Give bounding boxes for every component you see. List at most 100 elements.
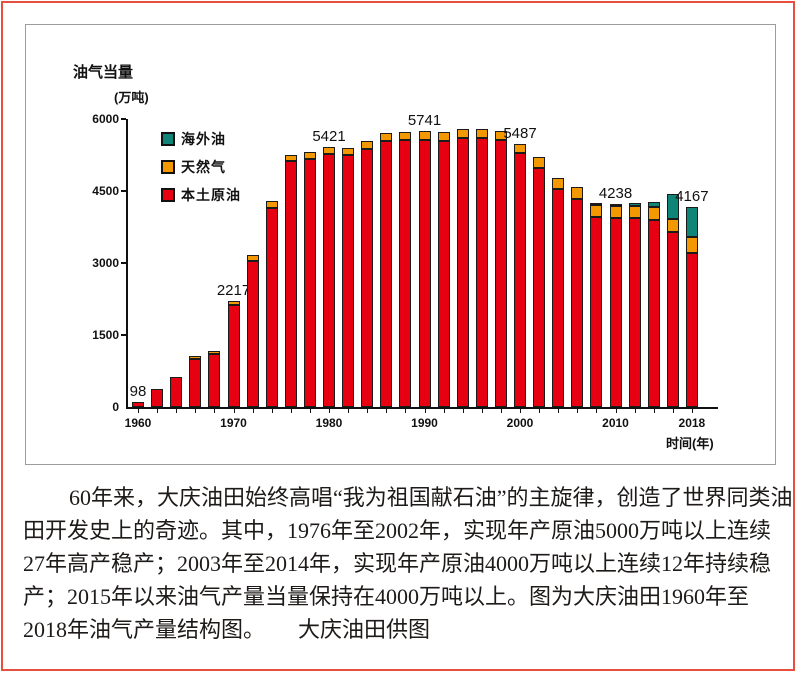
bar-segment-本土原油 xyxy=(342,155,355,407)
x-tick-mark xyxy=(348,408,350,413)
x-tick-mark xyxy=(634,408,636,413)
bar-segment-本土原油 xyxy=(170,376,183,407)
x-tick-mark xyxy=(462,408,464,413)
bar-segment-天然气 xyxy=(514,143,526,154)
bar-value-label: 5421 xyxy=(312,127,346,145)
bar-segment-天然气 xyxy=(418,131,431,141)
bar-segment-天然气 xyxy=(685,236,698,254)
bar-segment-本土原油 xyxy=(609,217,622,407)
bar-segment-天然气 xyxy=(323,146,335,155)
x-tick-mark xyxy=(615,408,617,413)
bar-value-label: 4167 xyxy=(675,187,709,205)
bar-segment-本土原油 xyxy=(323,154,335,407)
y-tick-mark xyxy=(121,118,126,120)
bar-segment-海外油 xyxy=(590,203,603,206)
bar-segment-本土原油 xyxy=(628,218,641,407)
x-tick-mark xyxy=(539,408,541,413)
x-tick-label: 2000 xyxy=(506,416,534,430)
x-tick-mark xyxy=(367,408,369,413)
x-tick-mark xyxy=(329,408,330,413)
x-tick-mark xyxy=(138,408,139,413)
bar-segment-本土原油 xyxy=(647,219,660,407)
bar-segment-本土原油 xyxy=(303,159,316,407)
bar-segment-本土原油 xyxy=(418,140,431,407)
bar-segment-天然气 xyxy=(628,206,641,219)
bar-segment-本土原油 xyxy=(666,231,679,407)
caption-paragraph: 60年来，大庆油田始终高唱“我为祖国献石油”的主旋律，创造了世界同类油田开发史上… xyxy=(23,481,793,646)
bar-segment-天然气 xyxy=(590,205,603,217)
legend-item-natural-gas: 天然气 xyxy=(161,153,241,181)
x-tick-label: 1960 xyxy=(124,416,152,430)
x-tick-mark xyxy=(520,408,521,413)
chart-unit-label: (万吨) xyxy=(114,90,149,105)
bar-segment-本土原油 xyxy=(533,167,546,407)
x-axis-title: 时间(年) xyxy=(666,436,714,451)
bar-segment-本土原油 xyxy=(380,141,393,407)
bar-segment-天然气 xyxy=(475,128,488,138)
x-tick-label: 1980 xyxy=(315,416,343,430)
y-tick-label: 4500 xyxy=(92,184,119,198)
bar-segment-天然气 xyxy=(456,128,469,138)
bar-segment-本土原油 xyxy=(456,137,469,407)
chart-legend: 海外油 天然气 本土原油 xyxy=(161,125,241,209)
x-tick-mark xyxy=(558,408,560,413)
bar-value-label: 5741 xyxy=(407,112,442,130)
bar-segment-本土原油 xyxy=(132,402,144,407)
y-axis-line xyxy=(126,119,128,409)
bar-segment-本土原油 xyxy=(437,140,450,407)
x-tick-mark xyxy=(596,408,598,413)
bar-value-label: 4238 xyxy=(598,184,633,202)
legend-item-domestic-crude: 本土原油 xyxy=(161,181,241,209)
bar-segment-天然气 xyxy=(647,207,660,220)
bar-segment-本土原油 xyxy=(151,388,164,407)
bar-segment-本土原油 xyxy=(514,153,526,407)
x-tick-label: 2018 xyxy=(678,416,706,430)
bar-segment-本土原油 xyxy=(227,305,240,407)
bar-segment-天然气 xyxy=(437,131,450,141)
x-tick-mark xyxy=(233,408,235,413)
legend-swatch-overseas-oil xyxy=(161,132,175,146)
bar-segment-本土原油 xyxy=(189,358,202,407)
x-tick-mark xyxy=(386,408,388,413)
y-tick-label: 0 xyxy=(112,400,119,414)
bar-segment-本土原油 xyxy=(475,137,488,407)
bar-segment-天然气 xyxy=(246,254,259,261)
bar-segment-天然气 xyxy=(399,131,412,141)
caption-line: 田开发史上的奇迹。其中，1976年至2002年，实现年产原油5000万吨以上连续 xyxy=(23,518,772,543)
x-tick-label: 1970 xyxy=(220,416,247,430)
bar-segment-海外油 xyxy=(685,206,698,237)
bar-segment-天然气 xyxy=(361,140,374,149)
legend-swatch-natural-gas xyxy=(161,160,175,174)
x-tick-mark xyxy=(443,408,445,413)
bar-value-label: 98 xyxy=(129,383,147,401)
caption-line: 2018年油气产量结构图。 大庆油田供图 xyxy=(23,617,431,642)
bar-segment-本土原油 xyxy=(399,140,412,407)
x-tick-mark xyxy=(672,408,674,413)
bar-segment-天然气 xyxy=(380,132,393,142)
chart-title: 油气当量 xyxy=(73,64,134,81)
x-tick-mark xyxy=(424,408,426,413)
bar-segment-天然气 xyxy=(265,201,278,208)
y-tick-mark xyxy=(121,334,126,336)
bar-segment-本土原油 xyxy=(685,253,698,407)
bar-segment-本土原油 xyxy=(552,188,565,407)
bar-segment-天然气 xyxy=(208,350,221,355)
x-tick-mark xyxy=(252,408,254,413)
bar-segment-本土原油 xyxy=(590,216,603,407)
x-tick-mark xyxy=(176,408,178,413)
caption-line: 60年来，大庆油田始终高唱“我为祖国献石油”的主旋律，创造了世界同类油 xyxy=(69,485,793,510)
bar-value-label: 5487 xyxy=(503,124,537,142)
x-tick-mark xyxy=(157,408,159,413)
bar-segment-天然气 xyxy=(284,154,297,162)
bar-segment-天然气 xyxy=(533,157,546,168)
bar-segment-海外油 xyxy=(609,203,622,207)
legend-label: 本土原油 xyxy=(181,187,241,203)
bar-segment-天然气 xyxy=(666,218,679,232)
caption-line: 产；2015年以来油气产量当量保持在4000万吨以上。图为大庆油田1960年至 xyxy=(23,584,750,609)
x-tick-mark xyxy=(405,408,407,413)
y-tick-mark xyxy=(121,190,126,192)
bar-segment-海外油 xyxy=(647,202,660,208)
x-tick-mark xyxy=(309,408,311,413)
bar-segment-本土原油 xyxy=(284,161,297,407)
